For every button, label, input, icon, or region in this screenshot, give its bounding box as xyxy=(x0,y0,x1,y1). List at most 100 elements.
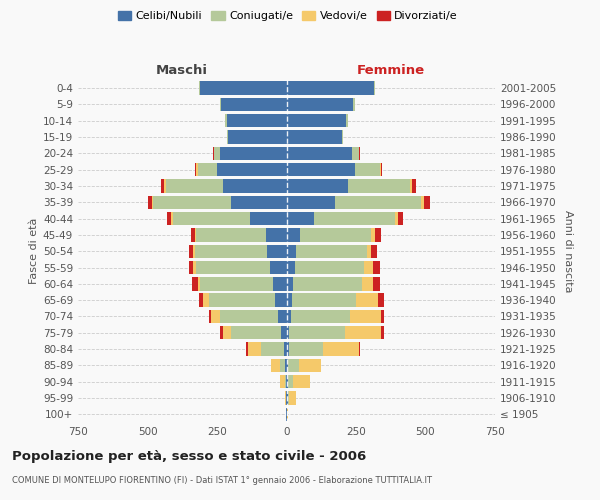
Bar xyxy=(148,196,287,209)
Bar xyxy=(166,180,287,192)
Bar xyxy=(193,244,287,258)
Bar xyxy=(196,228,287,241)
Bar xyxy=(275,294,287,307)
Bar xyxy=(287,277,293,290)
Bar xyxy=(287,212,398,226)
Bar xyxy=(287,310,381,323)
Bar xyxy=(231,196,287,209)
Bar xyxy=(287,261,364,274)
Bar xyxy=(287,228,301,241)
Bar xyxy=(287,392,288,404)
Bar xyxy=(267,244,287,258)
Bar xyxy=(287,294,378,307)
Bar xyxy=(287,114,347,128)
Bar xyxy=(284,342,287,356)
Bar xyxy=(287,261,295,274)
Bar xyxy=(284,375,287,388)
Bar xyxy=(287,277,373,290)
Bar xyxy=(250,212,287,226)
Bar xyxy=(193,261,287,274)
Bar xyxy=(197,277,287,290)
Bar xyxy=(287,98,355,111)
Bar xyxy=(262,342,287,356)
Bar xyxy=(287,228,371,241)
Bar xyxy=(220,310,287,323)
Bar xyxy=(287,130,342,144)
Bar xyxy=(191,228,287,241)
Bar xyxy=(195,163,287,176)
Bar xyxy=(228,130,287,144)
Bar xyxy=(270,261,287,274)
Y-axis label: Fasce di età: Fasce di età xyxy=(29,218,39,284)
Bar xyxy=(214,146,287,160)
Bar xyxy=(287,244,367,258)
Bar xyxy=(287,228,381,241)
Bar xyxy=(227,130,287,144)
Bar xyxy=(189,244,287,258)
Bar xyxy=(203,294,287,307)
Bar xyxy=(287,392,296,404)
Bar xyxy=(287,375,310,388)
Bar xyxy=(287,114,347,128)
Bar xyxy=(227,114,287,128)
Text: Popolazione per età, sesso e stato civile - 2006: Popolazione per età, sesso e stato civil… xyxy=(12,450,366,463)
Bar xyxy=(153,196,287,209)
Text: Femmine: Femmine xyxy=(356,64,425,78)
Y-axis label: Anni di nascita: Anni di nascita xyxy=(563,210,573,292)
Bar xyxy=(287,294,292,307)
Bar xyxy=(287,163,380,176)
Bar xyxy=(287,294,384,307)
Bar xyxy=(287,310,384,323)
Bar xyxy=(287,180,412,192)
Bar xyxy=(287,212,395,226)
Bar xyxy=(248,342,287,356)
Bar xyxy=(284,392,287,404)
Bar xyxy=(223,326,287,340)
Bar xyxy=(287,114,346,128)
Bar xyxy=(226,114,287,128)
Bar xyxy=(287,82,374,95)
Bar xyxy=(287,228,376,241)
Bar xyxy=(287,98,353,111)
Bar xyxy=(171,212,287,226)
Bar xyxy=(287,408,289,421)
Bar xyxy=(287,326,381,340)
Bar xyxy=(167,212,287,226)
Bar xyxy=(287,326,345,340)
Bar xyxy=(285,358,287,372)
Bar xyxy=(287,358,299,372)
Bar xyxy=(287,392,296,404)
Bar xyxy=(287,310,290,323)
Bar xyxy=(287,310,350,323)
Bar xyxy=(196,261,287,274)
Bar xyxy=(226,114,287,128)
Bar xyxy=(287,114,347,128)
Bar xyxy=(287,261,380,274)
Bar xyxy=(214,146,287,160)
Bar xyxy=(200,277,287,290)
Bar xyxy=(287,326,289,340)
Bar xyxy=(287,244,371,258)
Bar xyxy=(287,130,343,144)
Bar xyxy=(161,180,287,192)
Bar xyxy=(246,342,287,356)
Bar xyxy=(221,98,287,111)
Bar xyxy=(287,408,289,421)
Bar xyxy=(287,163,381,176)
Bar xyxy=(199,294,287,307)
Bar xyxy=(287,146,359,160)
Bar xyxy=(287,196,335,209)
Bar xyxy=(209,310,287,323)
Bar xyxy=(287,180,347,192)
Bar xyxy=(220,146,287,160)
Bar xyxy=(287,130,343,144)
Bar xyxy=(287,342,359,356)
Bar xyxy=(280,375,287,388)
Bar xyxy=(287,82,376,95)
Bar xyxy=(200,82,287,95)
Bar xyxy=(287,146,359,160)
Bar xyxy=(272,277,287,290)
Bar xyxy=(287,98,355,111)
Text: COMUNE DI MONTELUPO FIORENTINO (FI) - Dati ISTAT 1° gennaio 2006 - Elaborazione : COMUNE DI MONTELUPO FIORENTINO (FI) - Da… xyxy=(12,476,432,485)
Bar xyxy=(220,98,287,111)
